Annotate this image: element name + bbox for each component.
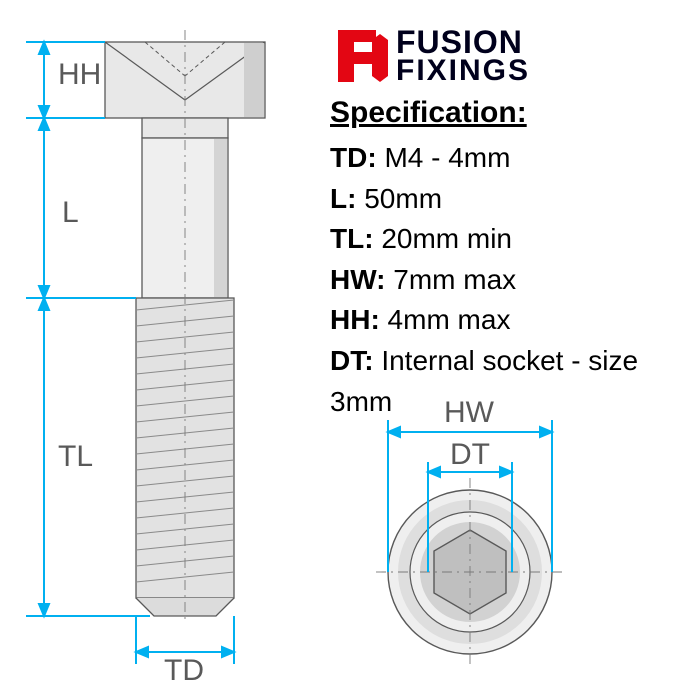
bolt-side-view: [105, 30, 265, 624]
spec-row: TD: M4 - 4mm: [330, 138, 690, 179]
spec-val: M4 - 4mm: [384, 142, 510, 173]
brand-word2: FIXINGS: [396, 57, 530, 86]
spec-val: Internal socket - size 3mm: [330, 345, 638, 417]
spec-heading: Specification:: [330, 96, 690, 130]
spec-row: HW: 7mm max: [330, 260, 690, 301]
dim-label-td: TD: [164, 654, 204, 688]
spec-row: TL: 20mm min: [330, 219, 690, 260]
brand-text: FUSION FIXINGS: [396, 27, 530, 86]
spec-key: DT:: [330, 345, 374, 376]
spec-row: L: 50mm: [330, 179, 690, 220]
dim-label-dt: DT: [450, 438, 490, 472]
spec-row: DT: Internal socket - size 3mm: [330, 341, 690, 422]
spec-key: HW:: [330, 264, 385, 295]
spec-val: 20mm min: [381, 223, 512, 254]
spec-key: HH:: [330, 304, 380, 335]
brand-logo: FUSION FIXINGS: [330, 24, 530, 88]
spec-diagram: HH L TL TD HW DT FUSION FIXINGS Specific…: [0, 0, 700, 700]
spec-key: TL:: [330, 223, 374, 254]
spec-block: Specification: TD: M4 - 4mm L: 50mm TL: …: [330, 96, 690, 422]
spec-val: 4mm max: [388, 304, 511, 335]
spec-val: 50mm: [364, 183, 442, 214]
dim-label-hh: HH: [58, 58, 101, 92]
spec-row: HH: 4mm max: [330, 300, 690, 341]
brand-icon: [330, 24, 390, 88]
dim-label-l: L: [62, 196, 79, 230]
spec-key: TD:: [330, 142, 377, 173]
spec-key: L:: [330, 183, 356, 214]
spec-val: 7mm max: [393, 264, 516, 295]
dim-label-tl: TL: [58, 440, 93, 474]
brand-word1: FUSION: [396, 27, 530, 57]
